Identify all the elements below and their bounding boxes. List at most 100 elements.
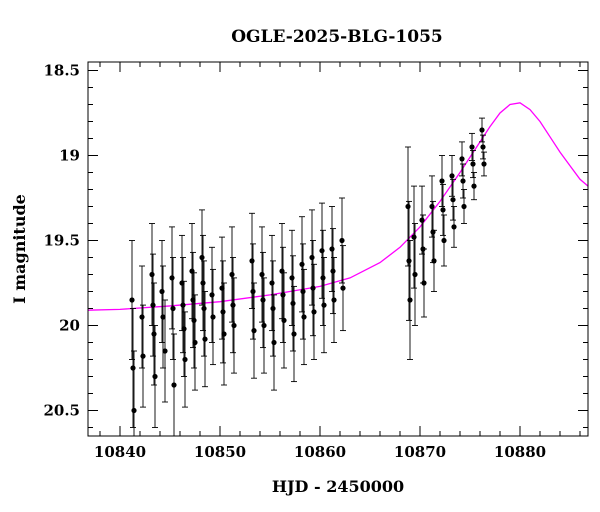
data-point bbox=[250, 288, 256, 295]
data-point bbox=[459, 156, 465, 162]
data-point bbox=[471, 183, 477, 189]
chart-title: OGLE-2025-BLG-1055 bbox=[231, 27, 443, 47]
data-point bbox=[249, 258, 255, 264]
data-point bbox=[431, 258, 437, 264]
data-point bbox=[299, 261, 305, 267]
data-point bbox=[269, 280, 275, 286]
data-point bbox=[259, 271, 265, 278]
data-point bbox=[162, 348, 168, 354]
data-point bbox=[281, 317, 287, 323]
data-point bbox=[330, 268, 336, 274]
data-point bbox=[310, 285, 316, 291]
data-point bbox=[130, 365, 136, 371]
data-point bbox=[300, 288, 306, 295]
data-point bbox=[450, 197, 456, 203]
data-point bbox=[461, 203, 467, 210]
y-tick-label: 19.5 bbox=[43, 232, 80, 250]
data-point bbox=[480, 144, 486, 150]
data-point bbox=[449, 173, 455, 179]
data-point bbox=[180, 302, 186, 308]
data-point bbox=[419, 217, 425, 223]
data-point bbox=[131, 407, 137, 414]
data-point bbox=[405, 203, 411, 210]
data-point bbox=[202, 336, 208, 342]
data-point bbox=[229, 271, 235, 278]
data-point bbox=[149, 271, 155, 278]
data-point bbox=[200, 280, 206, 286]
data-point bbox=[301, 314, 307, 320]
data-point bbox=[441, 237, 447, 244]
data-point bbox=[309, 254, 315, 261]
data-point bbox=[201, 305, 207, 312]
data-point bbox=[191, 317, 197, 323]
x-tick-label: 10870 bbox=[394, 443, 446, 461]
data-points bbox=[129, 117, 487, 436]
data-point bbox=[192, 339, 198, 346]
data-point bbox=[199, 254, 205, 261]
x-tick-label: 10880 bbox=[494, 443, 546, 461]
x-axis-label: HJD - 2450000 bbox=[272, 477, 404, 496]
data-point bbox=[151, 331, 157, 337]
data-point bbox=[271, 339, 277, 346]
y-tick-label: 20.5 bbox=[43, 402, 80, 420]
data-point bbox=[331, 297, 337, 303]
data-point bbox=[159, 288, 165, 295]
plot-area bbox=[88, 102, 588, 436]
data-point bbox=[451, 224, 457, 230]
data-point bbox=[320, 275, 326, 281]
y-axis-label: I magnitude bbox=[10, 194, 29, 304]
plot-frame bbox=[87, 61, 589, 437]
data-point bbox=[251, 328, 257, 334]
data-point bbox=[160, 314, 166, 320]
data-point bbox=[290, 300, 296, 306]
data-point bbox=[339, 237, 345, 244]
data-point bbox=[230, 302, 236, 308]
y-tick-label: 19 bbox=[59, 147, 80, 165]
data-point bbox=[170, 305, 176, 312]
data-point bbox=[169, 275, 175, 281]
data-point bbox=[319, 248, 325, 254]
data-point bbox=[460, 178, 466, 184]
data-point bbox=[411, 234, 417, 240]
data-point bbox=[181, 326, 187, 332]
data-point bbox=[481, 161, 487, 167]
data-point bbox=[329, 246, 335, 252]
data-point bbox=[260, 297, 266, 303]
y-tick-label: 18.5 bbox=[43, 62, 80, 80]
x-tick-label: 10860 bbox=[294, 443, 346, 461]
data-point bbox=[210, 314, 216, 320]
data-point bbox=[221, 331, 227, 337]
data-point bbox=[289, 275, 295, 281]
data-point bbox=[412, 271, 418, 278]
x-tick-label: 10850 bbox=[194, 443, 246, 461]
data-point bbox=[406, 258, 412, 264]
data-point bbox=[140, 353, 146, 359]
data-point bbox=[321, 302, 327, 308]
data-point bbox=[209, 292, 215, 298]
data-point bbox=[270, 305, 276, 312]
data-point bbox=[171, 382, 177, 388]
data-point bbox=[231, 322, 237, 329]
data-point bbox=[469, 144, 475, 150]
data-point bbox=[429, 203, 435, 210]
data-point bbox=[139, 314, 145, 320]
data-point bbox=[280, 292, 286, 298]
y-tick-label: 20 bbox=[59, 317, 80, 335]
data-point bbox=[440, 207, 446, 213]
data-point bbox=[261, 322, 267, 329]
axes: 10840 10850 10860 10870 10880 18.5 19 19.5 20 20.… bbox=[43, 62, 588, 461]
data-point bbox=[439, 178, 445, 184]
data-point bbox=[182, 356, 188, 363]
data-point bbox=[291, 331, 297, 337]
x-tick-label: 10840 bbox=[94, 443, 146, 461]
data-point bbox=[311, 309, 317, 315]
data-point bbox=[479, 127, 485, 133]
data-point bbox=[421, 280, 427, 286]
data-point bbox=[407, 297, 413, 303]
data-point bbox=[340, 285, 346, 291]
data-point bbox=[220, 309, 226, 315]
data-point bbox=[152, 373, 158, 380]
data-point bbox=[470, 161, 476, 167]
data-point bbox=[150, 302, 156, 308]
